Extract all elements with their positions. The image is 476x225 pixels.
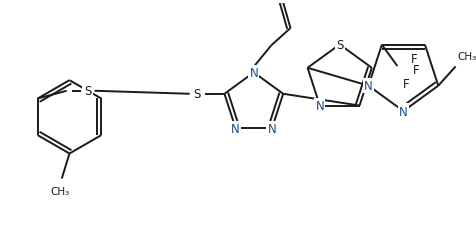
Text: N: N	[399, 105, 408, 118]
Text: N: N	[268, 122, 277, 135]
Text: CH₃: CH₃	[50, 187, 69, 196]
Text: F: F	[411, 52, 417, 65]
Text: N: N	[249, 67, 258, 80]
Text: N: N	[316, 100, 324, 112]
Text: CH₃: CH₃	[457, 51, 476, 61]
Text: S: S	[84, 85, 91, 98]
Text: N: N	[231, 122, 240, 135]
Text: F: F	[413, 64, 419, 77]
Text: S: S	[194, 88, 201, 101]
Text: N: N	[364, 80, 373, 93]
Text: F: F	[403, 77, 410, 90]
Text: S: S	[336, 39, 343, 52]
